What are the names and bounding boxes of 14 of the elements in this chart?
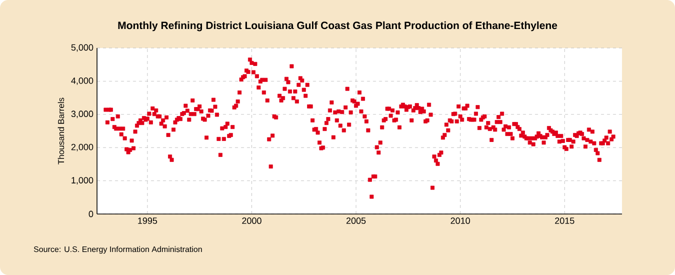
- x-tick-label: 2015: [555, 218, 574, 224]
- x-tick-label: 2000: [242, 218, 262, 224]
- y-tick-label: 2,000: [71, 144, 94, 152]
- y-tick-label: 1,000: [72, 177, 94, 184]
- x-tick-label: 2010: [450, 218, 470, 224]
- x-tick-label: 2005: [346, 218, 366, 224]
- chart-title: Monthly Refining District Louisiana Gulf Coast Gas Plant Production of Ethane-Ethylene: [118, 21, 558, 32]
- x-tick-label: 1995: [138, 218, 158, 224]
- source-note: Source: U.S. Energy Information Administration: [34, 246, 202, 254]
- y-tick-label: 0: [88, 210, 94, 218]
- y-tick-label: 5,000: [71, 44, 94, 52]
- y-tick-label: 3,000: [71, 110, 94, 118]
- y-tick-label: 4,000: [71, 77, 94, 85]
- y-axis-title: Thousand Barrels: [58, 98, 64, 164]
